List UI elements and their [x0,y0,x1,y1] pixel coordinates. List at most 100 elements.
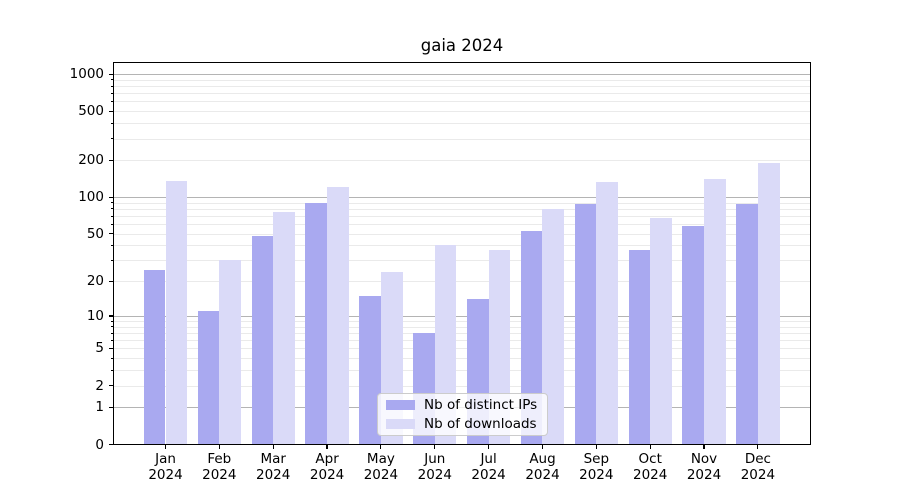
legend-swatch [386,400,415,410]
y-tick-mark [109,315,113,317]
y-minor-tick-mark [110,357,113,359]
bar-nb-of-distinct-ips-feb [197,311,220,444]
bar-nb-of-downloads-aug [542,208,565,444]
y-tick-label: 0 [95,436,104,453]
x-tick-label-dec: Dec 2024 [740,451,776,483]
x-tick-mark [380,445,382,449]
y-tick-label: 5 [95,340,104,357]
x-tick-label-nov: Nov 2024 [686,451,722,483]
x-tick-label-feb: Feb 2024 [202,451,237,483]
y-tick-label: 100 [78,189,104,206]
x-tick-label-oct: Oct 2024 [633,451,668,483]
y-minor-tick-mark [110,215,113,217]
major-gridline [114,74,810,76]
x-tick-label-jun: Jun 2024 [417,451,452,483]
y-tick-label: 1000 [69,66,104,83]
y-tick-mark [109,280,113,282]
bar-nb-of-distinct-ips-jan [143,269,166,444]
y-tick-mark [109,385,113,387]
x-tick-label-jul: Jul 2024 [471,451,506,483]
x-tick-label-sep: Sep 2024 [579,451,614,483]
y-minor-tick-mark [110,100,113,102]
y-minor-tick-mark [110,369,113,371]
minor-gridline [114,260,810,262]
y-minor-tick-mark [110,122,113,124]
minor-gridline [114,101,810,103]
minor-gridline [114,321,810,323]
minor-gridline [114,340,810,342]
x-tick-label-mar: Mar 2024 [256,451,291,483]
bar-nb-of-downloads-mar [273,212,295,444]
x-tick-mark [703,445,705,449]
x-tick-label-apr: Apr 2024 [309,451,345,483]
bar-nb-of-downloads-apr [327,187,349,444]
y-minor-tick-mark [110,202,113,204]
y-minor-tick-mark [110,138,113,139]
minor-gridline [114,86,810,87]
y-tick-label: 10 [86,307,104,324]
y-tick-label: 2 [95,377,104,394]
minor-gridline [114,281,810,283]
major-gridline [114,315,810,317]
x-tick-label-jan: Jan 2024 [148,451,183,483]
x-tick-mark [757,445,759,449]
x-tick-mark [595,445,597,449]
x-tick-label-may: May 2024 [363,451,399,483]
legend-swatch [386,419,415,429]
minor-gridline [114,358,810,360]
minor-gridline [114,245,810,247]
chart-title: gaia 2024 [420,36,504,55]
bar-nb-of-downloads-dec [757,162,780,444]
bar-nb-of-distinct-ips-mar [251,235,274,444]
y-tick-mark [109,196,113,198]
minor-gridline [114,326,810,328]
bar-nb-of-distinct-ips-oct [628,249,651,444]
bar-nb-of-distinct-ips-may [359,295,381,444]
y-tick-label: 20 [86,273,104,290]
bar-nb-of-downloads-oct [650,218,672,444]
legend-label: Nb of distinct IPs [424,396,538,413]
x-tick-mark [218,445,220,449]
plot-area [113,62,811,445]
y-tick-mark [109,73,113,75]
y-tick-mark [109,110,113,112]
minor-gridline [114,333,810,334]
minor-gridline [114,224,810,226]
x-tick-label-aug: Aug 2024 [525,451,560,483]
bar-nb-of-distinct-ips-nov [682,225,704,444]
x-tick-mark [434,445,436,449]
y-minor-tick-mark [110,92,113,94]
y-minor-tick-mark [110,320,113,322]
major-gridline [114,197,810,199]
bar-nb-of-downloads-sep [596,181,618,444]
minor-gridline [114,208,810,210]
y-tick-mark [109,159,113,161]
y-minor-tick-mark [110,259,113,261]
minor-gridline [114,93,810,95]
legend-row: Nb of distinct IPs [378,396,547,413]
minor-gridline [114,233,810,235]
y-minor-tick-mark [110,223,113,225]
bar-nb-of-downloads-nov [704,179,726,444]
y-tick-label: 200 [78,152,104,169]
legend-label: Nb of downloads [424,415,537,432]
minor-gridline [114,79,810,81]
y-tick-label: 500 [78,103,104,120]
y-minor-tick-mark [110,79,113,81]
y-tick-mark [109,347,113,350]
minor-gridline [114,348,810,350]
bar-nb-of-distinct-ips-sep [574,203,597,444]
legend-row: Nb of downloads [378,415,547,432]
y-minor-tick-mark [110,326,113,328]
bar-nb-of-distinct-ips-aug [520,230,543,444]
minor-gridline [114,111,810,113]
minor-gridline [114,138,810,140]
y-tick-mark [109,233,113,235]
bar-nb-of-distinct-ips-dec [736,203,758,444]
minor-gridline [114,370,810,372]
x-tick-mark [488,445,490,449]
bar-nb-of-distinct-ips-apr [305,202,328,444]
minor-gridline [114,160,810,162]
x-tick-mark [164,445,167,449]
